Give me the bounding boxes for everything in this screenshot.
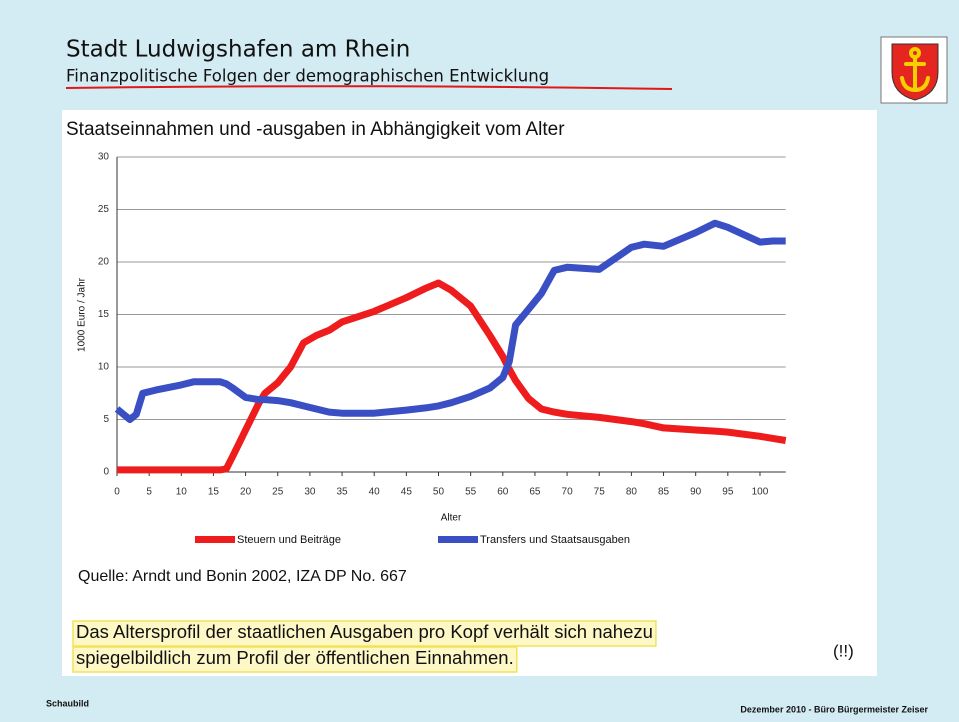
x-tick-label: 90 [690,487,702,498]
x-tick-label: 55 [465,487,477,498]
legend-label: Transfers und Staatsausgaben [480,534,630,546]
series-line [114,219,786,423]
x-tick-label: 100 [752,487,769,498]
footer-left: Schaubild [46,698,89,708]
y-tick-label: 30 [98,152,110,163]
statement-line: spiegelbildlich zum Profil der öffentlic… [76,647,514,668]
statement-note: (!!) [833,641,854,660]
x-tick-label: 15 [208,487,220,498]
x-tick-label: 70 [562,487,574,498]
x-tick-label: 75 [594,487,606,498]
y-tick-label: 10 [98,362,110,373]
x-tick-label: 20 [240,487,252,498]
x-tick-label: 30 [304,487,316,498]
chart-title: Staatseinnahmen und -ausgaben in Abhängi… [66,119,565,140]
series-line [117,279,787,474]
statement-line: Das Altersprofil der staatlichen Ausgabe… [76,621,653,642]
coat-of-arms [880,36,948,104]
y-tick-label: 25 [98,204,110,215]
panel [62,110,877,676]
statement: Das Altersprofil der staatlichen Ausgabe… [72,620,657,673]
source: Quelle: Arndt und Bonin 2002, IZA DP No.… [78,568,407,585]
underline [65,85,673,90]
y-tick-label: 0 [103,467,109,478]
x-tick-label: 95 [722,487,734,498]
x-tick-label: 40 [369,487,381,498]
x-tick-label: 45 [401,487,413,498]
x-tick-label: 80 [626,487,638,498]
x-tick-label: 85 [658,487,670,498]
y-tick-label: 20 [98,257,110,268]
highlight [72,646,518,673]
x-tick-label: 35 [336,487,348,498]
x-tick-label: 5 [146,487,152,498]
legend-swatch [195,536,235,543]
x-tick-label: 0 [114,487,120,498]
x-tick-label: 50 [433,487,445,498]
x-tick-label: 10 [176,487,188,498]
x-tick-label: 25 [272,487,284,498]
footer-right: Dezember 2010 - Büro Bürgermeister Zeise… [740,704,928,714]
legend-label: Steuern und Beiträge [237,534,341,546]
y-tick-label: 5 [103,414,109,425]
y-tick-label: 15 [98,309,110,320]
y-axis-label: 1000 Euro / Jahr [77,277,88,352]
legend-swatch [438,536,478,543]
x-tick-label: 60 [497,487,509,498]
x-axis-label: Alter [441,513,462,524]
highlight [72,620,657,647]
slide-subtitle: Finanzpolitische Folgen der demographisc… [66,67,549,86]
x-tick-label: 65 [529,487,541,498]
slide-title: Stadt Ludwigshafen am Rhein [66,37,410,63]
